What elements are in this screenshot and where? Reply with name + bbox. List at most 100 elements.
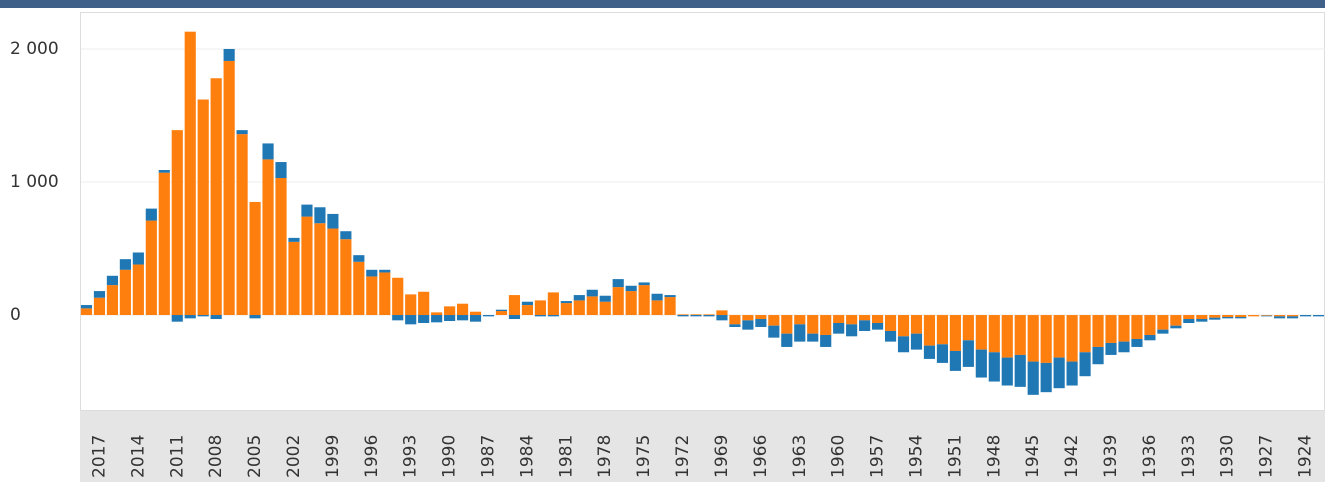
x-tick-label: 1972 [673, 435, 693, 478]
bar [1131, 315, 1143, 339]
bar [405, 294, 417, 316]
bar [444, 306, 456, 316]
bar [910, 333, 923, 350]
bar [833, 315, 845, 324]
bar [781, 333, 793, 347]
x-tick-label: 1948 [984, 435, 1004, 478]
bar [768, 325, 780, 338]
bar [145, 208, 157, 221]
bar [93, 297, 106, 316]
y-tick-label: 0 [10, 305, 21, 325]
bar [469, 311, 482, 316]
bar [742, 320, 754, 330]
bar [1196, 319, 1208, 322]
x-tick-label: 1969 [712, 435, 732, 478]
bar [469, 315, 482, 322]
bar [573, 300, 585, 316]
bar [807, 315, 819, 334]
bar [508, 315, 521, 320]
bar [1053, 357, 1065, 389]
bar [340, 239, 352, 316]
bar [1287, 315, 1299, 317]
bar [975, 315, 987, 350]
bar [1001, 357, 1013, 386]
bar [1144, 315, 1156, 335]
bar [1170, 325, 1182, 329]
bar [923, 345, 936, 359]
x-tick-label: 2014 [128, 435, 148, 478]
bar [872, 315, 884, 324]
top-bar [0, 0, 1325, 8]
bar [288, 241, 300, 316]
bar [872, 323, 884, 330]
bar [1157, 329, 1169, 334]
bar [988, 352, 1000, 382]
bar [1209, 317, 1221, 320]
bar [119, 259, 131, 270]
x-tick-label: 1993 [401, 435, 421, 478]
bar [262, 159, 274, 316]
bar [833, 323, 845, 334]
x-tick-label: 1951 [945, 435, 965, 478]
bar [988, 315, 1000, 353]
bar [962, 315, 974, 341]
bar [495, 311, 508, 316]
bar [884, 330, 897, 342]
bar [638, 285, 650, 316]
bar [275, 178, 287, 316]
bar [275, 162, 287, 179]
bar [158, 170, 170, 173]
bar [431, 312, 443, 316]
x-tick-label: 2005 [245, 435, 265, 478]
bar [495, 309, 508, 312]
bar [1118, 315, 1130, 342]
bar [807, 333, 819, 342]
bar [457, 303, 469, 316]
x-tick-label: 1984 [517, 435, 537, 478]
bar [820, 334, 832, 347]
x-tick-label: 1990 [440, 435, 460, 478]
bar [223, 60, 235, 316]
bar [1261, 315, 1273, 316]
x-tick-label: 1927 [1257, 435, 1277, 478]
x-tick-label: 1930 [1218, 435, 1238, 478]
bar [703, 315, 715, 317]
bar [677, 315, 689, 317]
x-tick-label: 1981 [556, 435, 576, 478]
bar [1105, 342, 1117, 355]
bar [936, 315, 948, 345]
bar [1287, 316, 1299, 319]
bar [1040, 315, 1052, 363]
bar [547, 315, 559, 317]
bar [301, 216, 313, 316]
bar [314, 223, 326, 316]
bar [145, 220, 157, 316]
bar [651, 293, 663, 301]
bar [897, 315, 910, 337]
bar [897, 336, 910, 353]
bar [729, 324, 741, 327]
bar [664, 295, 676, 298]
bar [547, 292, 559, 316]
x-tick-label: 1945 [1023, 435, 1043, 478]
bar [340, 231, 352, 240]
bar [794, 315, 806, 325]
bar [534, 300, 546, 316]
bar [755, 315, 767, 320]
bar [482, 315, 495, 317]
bar [353, 255, 365, 262]
bar [106, 285, 118, 316]
bar [314, 207, 326, 224]
bar [1183, 315, 1195, 320]
bar [1222, 317, 1234, 319]
y-tick-label: 1 000 [10, 172, 59, 192]
bar [366, 276, 378, 316]
bar [560, 303, 572, 316]
x-tick-label: 1996 [362, 435, 382, 478]
bar [1092, 315, 1104, 347]
x-tick-label: 1978 [595, 435, 615, 478]
x-tick-label: 1942 [1062, 435, 1082, 478]
bar [431, 315, 443, 323]
bar [80, 305, 93, 309]
